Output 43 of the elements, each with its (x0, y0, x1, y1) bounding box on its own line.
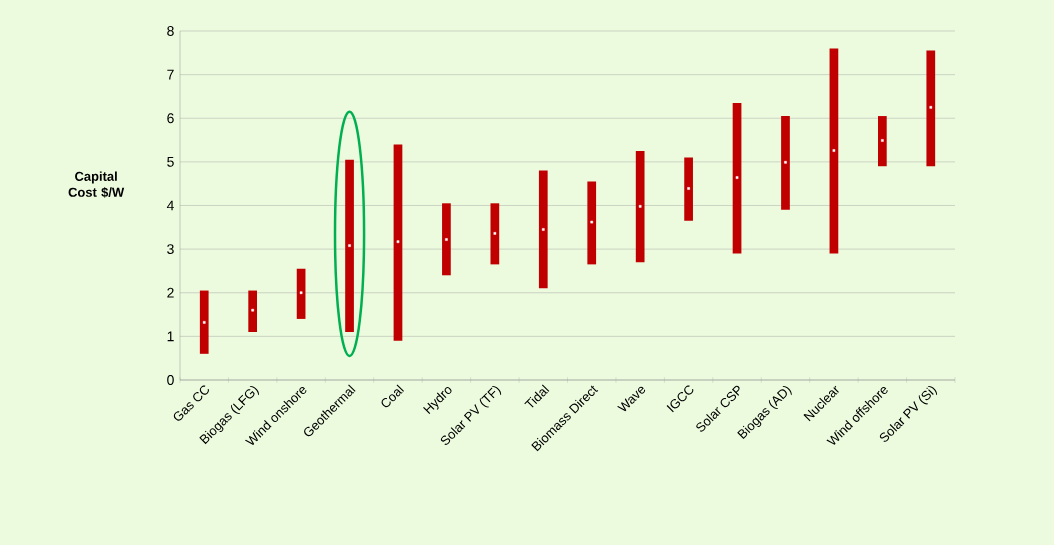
point (396, 240, 400, 243)
point (590, 220, 594, 224)
y-tick-label: 3 (167, 244, 174, 255)
point (929, 106, 933, 109)
y-tick-label: 2 (167, 287, 174, 298)
bar (587, 181, 597, 265)
y-tick-label: 7 (167, 69, 174, 80)
bar (345, 159, 354, 332)
y-tick-label: 1 (167, 331, 174, 342)
bar (829, 48, 839, 254)
point (638, 205, 642, 208)
bar (538, 170, 548, 289)
point (881, 139, 884, 142)
bar (781, 116, 790, 210)
point (251, 308, 254, 312)
point (202, 321, 206, 324)
bar (490, 203, 500, 265)
point (735, 176, 739, 179)
x-tick-label: Gas CC (173, 385, 209, 421)
bar (442, 203, 451, 276)
bar (732, 102, 742, 254)
y-tick-label: 0 (167, 375, 174, 385)
point (445, 238, 448, 241)
y-tick-label: 4 (166, 200, 174, 211)
point (493, 232, 497, 235)
y-tick-label: 8 (167, 26, 174, 36)
point (784, 161, 787, 164)
point (541, 228, 545, 231)
bar (393, 144, 403, 341)
y-tick-label: 6 (167, 113, 174, 124)
bar (199, 290, 209, 354)
bar (926, 50, 936, 167)
point (687, 187, 690, 190)
point (348, 244, 351, 247)
bar (877, 116, 887, 167)
y-axis-title: Capital Cost $/W (68, 171, 125, 198)
bar (248, 290, 258, 332)
bar (635, 150, 645, 263)
point (299, 291, 303, 295)
y-tick-label: 5 (167, 157, 174, 167)
bar (296, 268, 306, 319)
point (832, 149, 836, 152)
bar (684, 157, 693, 221)
